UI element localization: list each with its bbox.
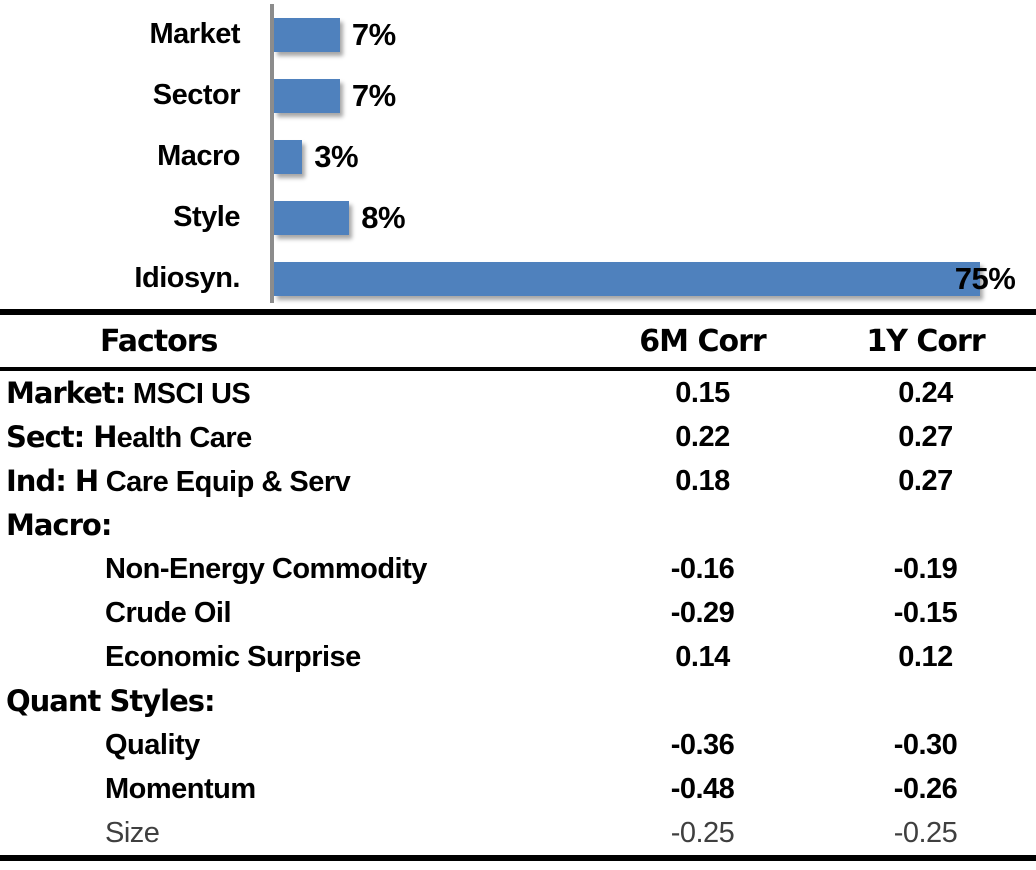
corr-6m-value: -0.36 [670, 728, 735, 761]
factor-label-bold: Sect: H [6, 419, 118, 454]
factor-label-bold: Macro: [6, 507, 112, 542]
bar-market [274, 17, 340, 52]
factor-label-text: Momentum [105, 772, 256, 805]
chart-row: Market 7% [0, 4, 1036, 65]
bar-sector [274, 78, 340, 113]
factor-label-bold: Quant Styles: [6, 683, 216, 718]
table-row: Economic Surprise 0.14 0.12 [0, 635, 1036, 679]
factor-label-text: Size [105, 816, 160, 849]
corr-6m-value: -0.16 [670, 552, 735, 585]
factor-label: Market: MSCI US [0, 376, 590, 411]
factor-label: Quant Styles: [0, 684, 590, 719]
factor-correlation-table: Factors 6M Corr 1Y Corr Market: MSCI US 0… [0, 309, 1036, 861]
corr-1y-value: -0.19 [893, 552, 958, 585]
corr-1y-value: 0.12 [898, 640, 953, 673]
factor-label-text: Economic Surprise [105, 640, 361, 673]
table-row: Macro: [0, 503, 1036, 547]
corr-1y-value: 0.24 [898, 376, 953, 409]
category-label: Sector [152, 79, 241, 111]
table-row: Quant Styles: [0, 679, 1036, 723]
table-row: Market: MSCI US 0.15 0.24 [0, 371, 1036, 415]
category-label: Market [149, 18, 241, 50]
bar-value-label: 8% [361, 199, 406, 235]
factor-label-bold: Market: [6, 375, 126, 410]
category-label: Macro [157, 140, 240, 172]
corr-1y-value: -0.25 [893, 816, 958, 849]
bar-macro [274, 139, 303, 174]
bar-idiosyn [274, 261, 980, 296]
table-header-row: Factors 6M Corr 1Y Corr [0, 309, 1036, 371]
table-row: Size -0.25 -0.25 [0, 811, 1036, 855]
bar-area: 75% [274, 248, 1036, 309]
corr-6m-value: -0.29 [670, 596, 735, 629]
table-row: Sect: Health Care 0.22 0.27 [0, 415, 1036, 459]
factor-label-text: Care Equip & Serv [98, 465, 351, 498]
chart-row: Sector 7% [0, 65, 1036, 126]
corr-6m-value: 0.15 [675, 376, 730, 409]
factor-label-text: Non-Energy Commodity [105, 552, 427, 585]
corr-6m-value: -0.48 [670, 772, 735, 805]
bar-value-label: 7% [351, 16, 396, 52]
factor-label: Ind: H Care Equip & Serv [0, 464, 590, 499]
category-label: Style [173, 201, 240, 233]
factor-label: Non-Energy Commodity [0, 553, 590, 586]
factor-bar-chart: Market 7% Sector 7% Macro 3% Style 8% Idiosyn. 75… [0, 0, 1036, 309]
chart-row: Style 8% [0, 187, 1036, 248]
factor-label-text: Quality [105, 728, 200, 761]
bar-area: 3% [274, 126, 1036, 187]
category-label: Idiosyn. [134, 262, 240, 294]
bar-value-label: 3% [314, 138, 359, 174]
factor-label: Crude Oil [0, 597, 590, 630]
table-row: Crude Oil -0.29 -0.15 [0, 591, 1036, 635]
corr-1y-value: 0.27 [898, 420, 953, 453]
col-header-6m-corr: 6M Corr [639, 323, 766, 359]
corr-6m-value: -0.25 [670, 816, 735, 849]
col-header-1y-corr: 1Y Corr [866, 323, 985, 359]
corr-1y-value: -0.26 [893, 772, 958, 805]
chart-row: Idiosyn. 75% [0, 248, 1036, 309]
corr-1y-value: -0.15 [893, 596, 958, 629]
factor-label: Size [0, 817, 590, 850]
factor-label-text: MSCI US [125, 377, 251, 410]
table-row: Quality -0.36 -0.30 [0, 723, 1036, 767]
bar-area: 7% [274, 65, 1036, 126]
bar-area: 7% [274, 4, 1036, 65]
bar-value-label: 75% [954, 260, 1016, 296]
corr-1y-value: 0.27 [898, 464, 953, 497]
factor-label-text: ealth Care [116, 421, 253, 454]
factor-label: Sect: Health Care [0, 420, 590, 455]
factor-label-text: Crude Oil [105, 596, 232, 629]
table-row: Ind: H Care Equip & Serv 0.18 0.27 [0, 459, 1036, 503]
corr-6m-value: 0.22 [675, 420, 730, 453]
bar-area: 8% [274, 187, 1036, 248]
factor-label: Quality [0, 729, 590, 762]
corr-1y-value: -0.30 [893, 728, 958, 761]
chart-axis-line [270, 4, 274, 303]
factor-label: Economic Surprise [0, 641, 590, 674]
factor-label: Macro: [0, 508, 590, 543]
bar-value-label: 7% [351, 77, 396, 113]
corr-6m-value: 0.18 [675, 464, 730, 497]
corr-6m-value: 0.14 [675, 640, 730, 673]
table-row: Non-Energy Commodity -0.16 -0.19 [0, 547, 1036, 591]
factor-label-bold: Ind: H [6, 463, 99, 498]
factor-label: Momentum [0, 773, 590, 806]
col-header-factors: Factors [100, 323, 218, 359]
chart-row: Macro 3% [0, 126, 1036, 187]
table-body: Market: MSCI US 0.15 0.24 Sect: Health Care… [0, 371, 1036, 861]
bar-style [274, 200, 350, 235]
table-row: Momentum -0.48 -0.26 [0, 767, 1036, 811]
